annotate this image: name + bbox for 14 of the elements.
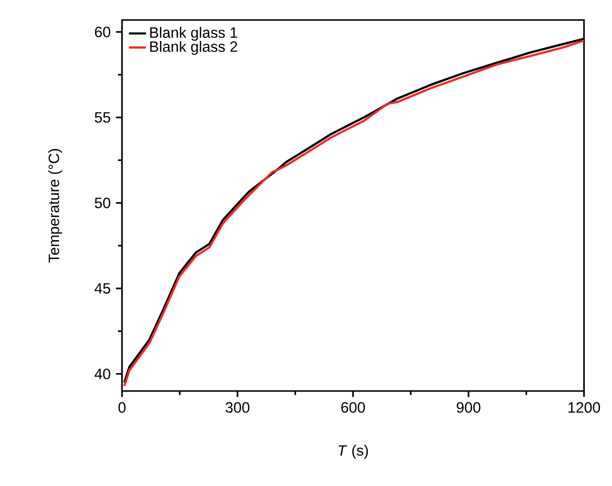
x-tick-label: 0	[118, 402, 126, 413]
y-tick-label: 60	[94, 26, 110, 38]
x-tick-label: 600	[341, 402, 365, 413]
y-tick-label: 45	[94, 283, 110, 294]
x-tick-label: 1200	[568, 402, 600, 413]
y-tick-label: 50	[94, 198, 110, 208]
y-tick-label: 40	[94, 368, 110, 380]
legend-label: Blank glass 1	[150, 26, 238, 41]
x-tick-label: 900	[456, 402, 480, 413]
legend-label: Blank glass 2	[150, 40, 238, 55]
x-tick-label: 300	[226, 402, 250, 413]
y-axis-title: Temperature (°C)	[48, 149, 62, 263]
x-axis-title: T (s)	[338, 444, 368, 459]
y-tick-label: 55	[94, 112, 110, 123]
